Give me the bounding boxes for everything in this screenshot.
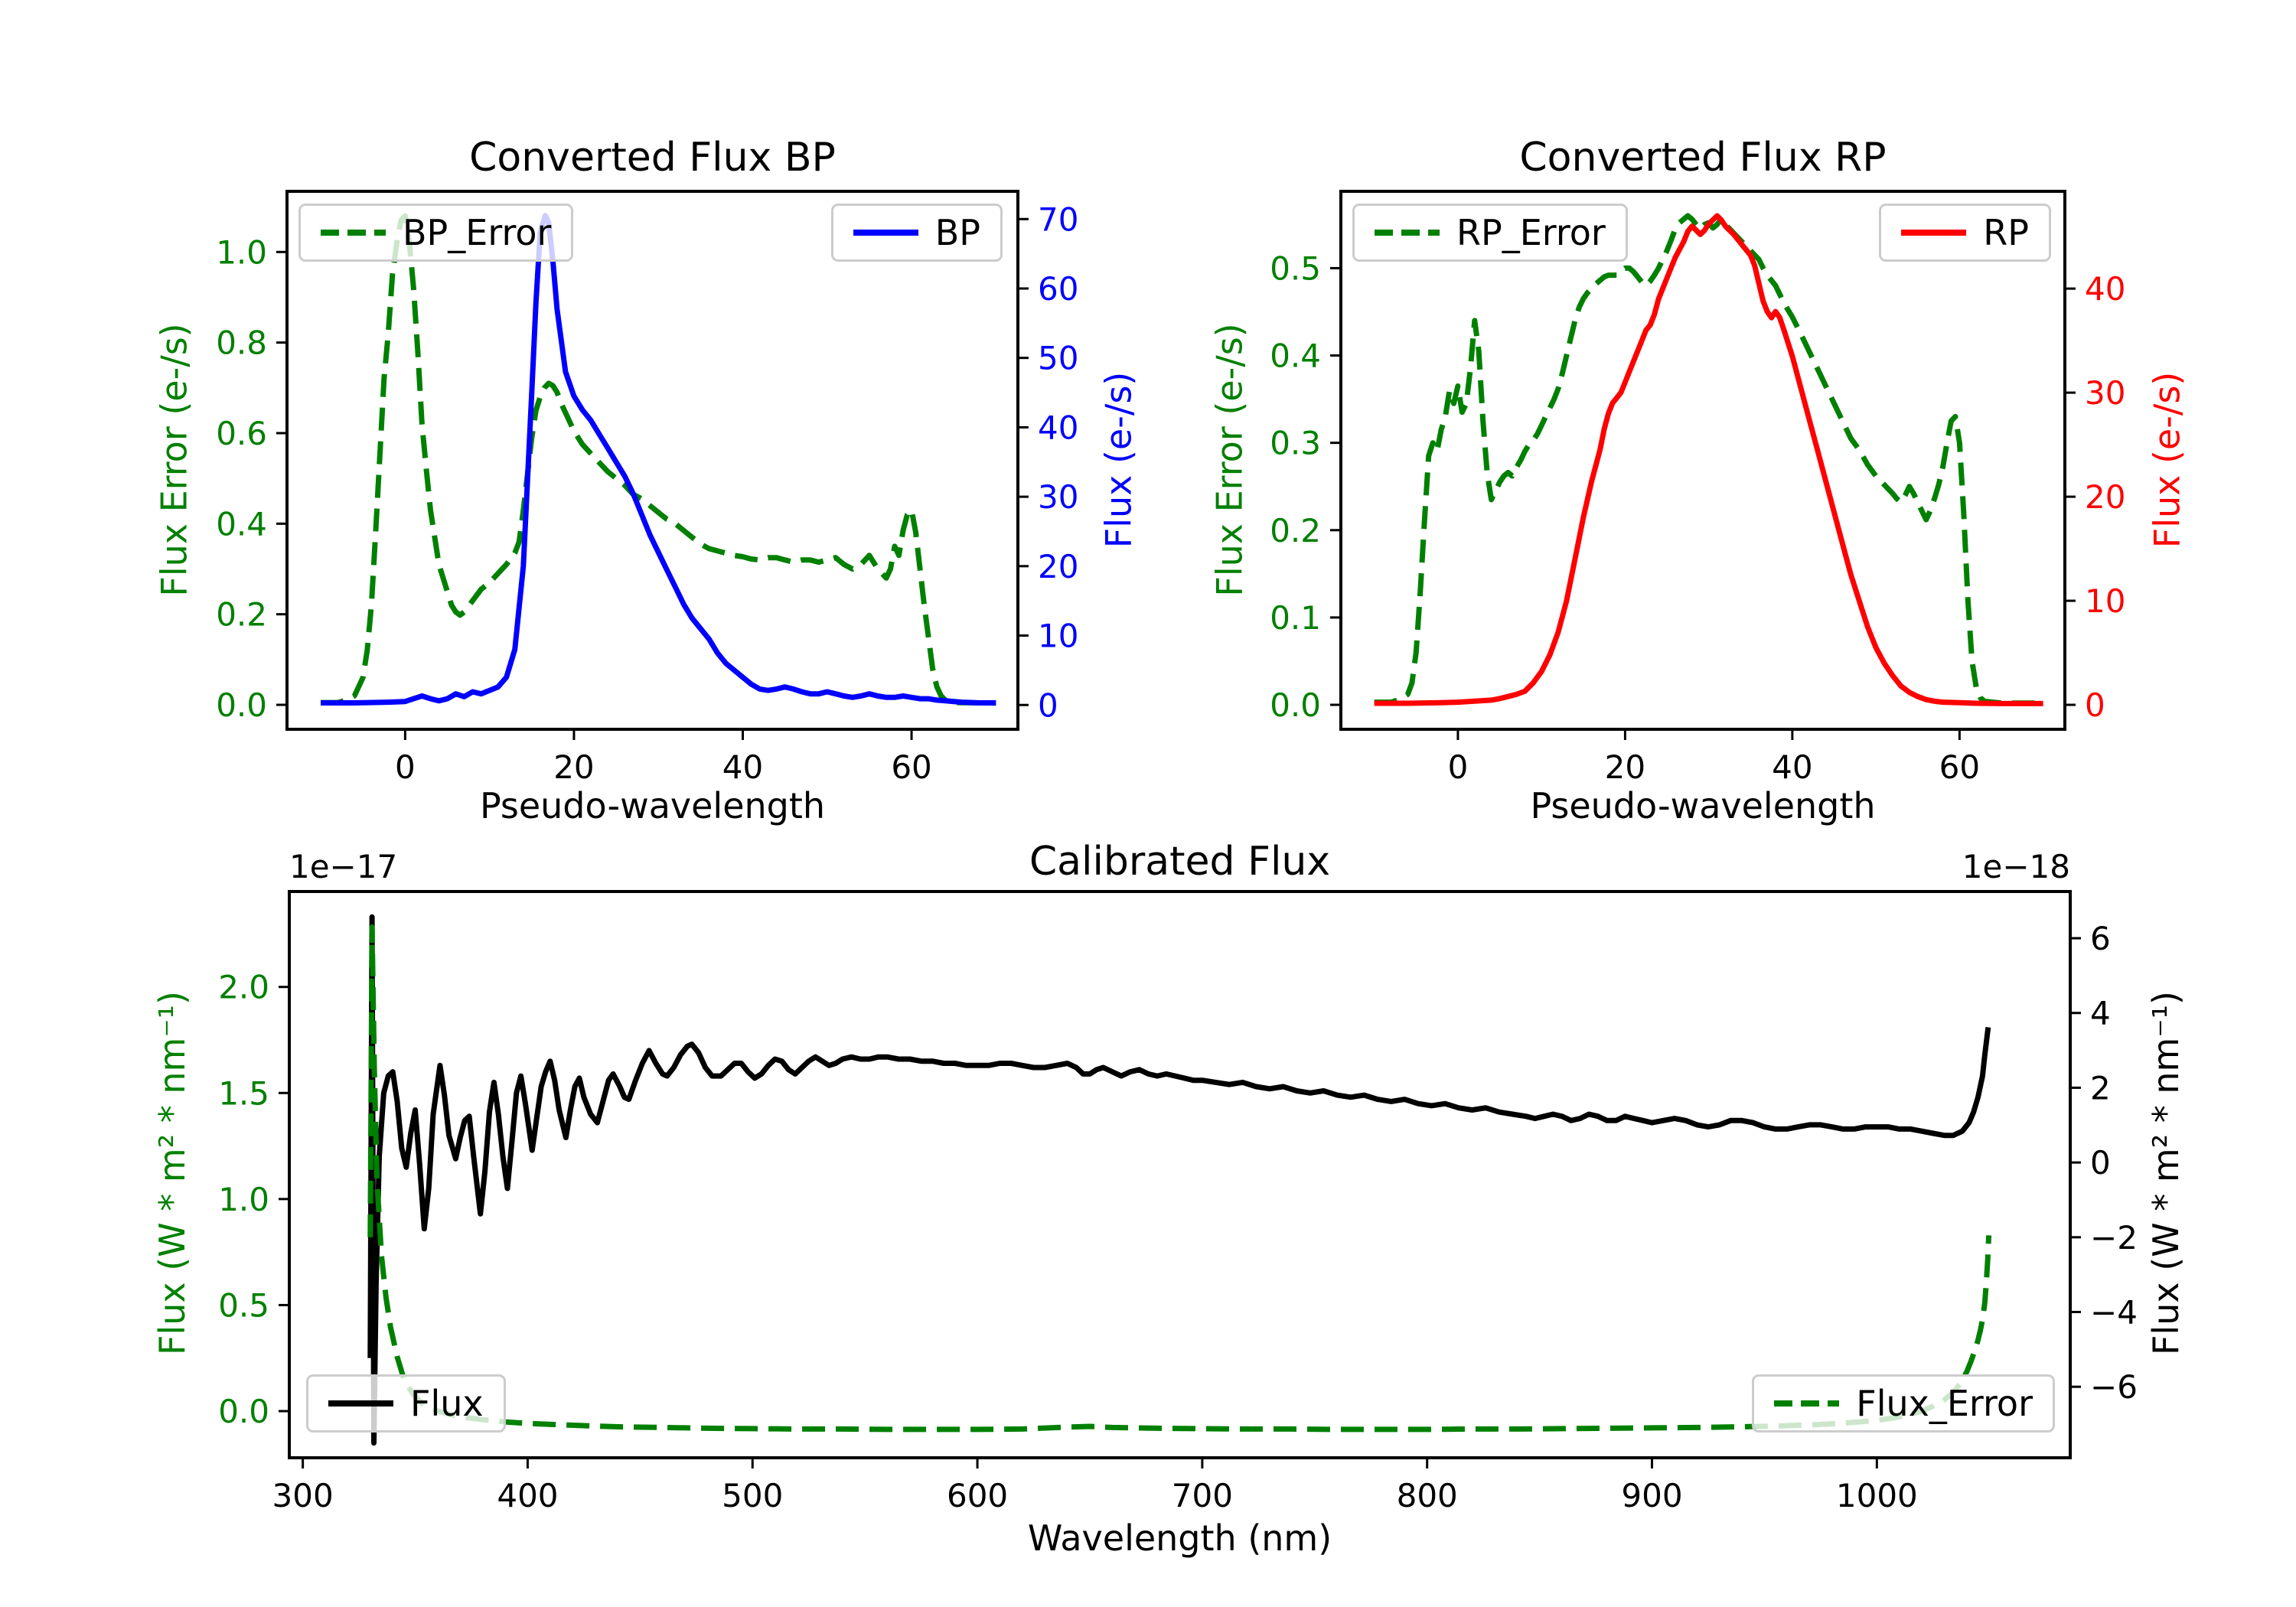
y-tick-label: 0.5 <box>1270 249 1321 287</box>
subplot-rp-ylabel-left: Flux Error (e-/s) <box>1208 323 1251 597</box>
legend-flux-error-label: Flux_Error <box>1856 1383 2033 1424</box>
legend-rp-error-label: RP_Error <box>1456 212 1606 253</box>
legend-bp-error-label: BP_Error <box>403 212 552 253</box>
x-tick-label: 400 <box>497 1477 558 1514</box>
series-RP <box>1374 213 2043 706</box>
y-tick-label: −2 <box>2090 1219 2138 1257</box>
y-tick-label: 10 <box>1038 618 1078 655</box>
subplot-bp-ylabel-right: Flux (e-/s) <box>1097 371 1140 549</box>
legend-rp: RP <box>1879 204 2051 262</box>
axes-spines <box>1339 190 2066 731</box>
subplot-rp-title: Converted Flux RP <box>1519 135 1887 181</box>
rp-error-line-sample-icon <box>1375 230 1440 236</box>
flux-error-line-sample-icon <box>1774 1400 1840 1407</box>
y-tick-label: 0.2 <box>216 596 267 634</box>
y-tick-label: 0 <box>2090 1144 2111 1182</box>
y-tick-label: −6 <box>2090 1368 2138 1406</box>
axes-spines <box>288 890 2072 1459</box>
y-tick-label: 30 <box>1038 478 1078 516</box>
subplot-bp-xlabel: Pseudo-wavelength <box>479 785 826 826</box>
y-tick-label: 30 <box>2085 374 2125 412</box>
y-tick-label: 0.0 <box>216 686 267 724</box>
bp-line-sample-icon <box>853 230 918 236</box>
series-BP <box>321 213 996 706</box>
subplot-calibrated-ylabel-right: Flux (W * m² * nm⁻¹) <box>2145 990 2187 1356</box>
y-tick-label: 0.4 <box>1270 337 1321 375</box>
legend-flux-label: Flux <box>410 1383 484 1424</box>
series-RP_Error <box>1374 213 2043 706</box>
y-tick-label: 0.4 <box>216 505 267 543</box>
x-tick-label: 1000 <box>1836 1477 1918 1514</box>
subplot-calibrated-xlabel: Wavelength (nm) <box>1027 1517 1332 1559</box>
y-tick-label: 50 <box>1038 340 1078 377</box>
y-tick-label: 1.0 <box>218 1181 269 1218</box>
x-tick-label: 0 <box>395 748 416 786</box>
offset-text-right: 1e−18 <box>1962 848 2070 885</box>
subplot-calibrated-title: Calibrated Flux <box>1029 839 1331 885</box>
y-tick-label: 1.0 <box>216 233 267 271</box>
legend-flux: Flux <box>306 1374 506 1433</box>
y-tick-label: 40 <box>1038 409 1078 446</box>
y-tick-label: 0.6 <box>216 415 267 452</box>
legend-bp-error: BP_Error <box>298 204 574 262</box>
x-tick-label: 300 <box>272 1477 334 1514</box>
x-tick-label: 20 <box>553 748 594 786</box>
subplot-rp-ylabel-right: Flux (e-/s) <box>2146 371 2188 549</box>
y-tick-label: 70 <box>1038 200 1078 238</box>
x-tick-label: 20 <box>1605 748 1645 786</box>
y-tick-label: 40 <box>2085 270 2125 308</box>
rp-line-sample-icon <box>1901 230 1967 236</box>
x-tick-label: 0 <box>1448 748 1469 786</box>
y-tick-label: 20 <box>1038 548 1078 585</box>
flux-line-sample-icon <box>328 1400 393 1407</box>
y-tick-label: 0.0 <box>1270 686 1321 724</box>
y-tick-label: 2.0 <box>218 969 269 1006</box>
x-tick-label: 600 <box>947 1477 1008 1514</box>
subplot-calibrated-ylabel-left: Flux (W * m² * nm⁻¹) <box>152 990 193 1356</box>
series-BP_Error <box>321 213 996 706</box>
subplot-rp-xlabel: Pseudo-wavelength <box>1530 785 1876 826</box>
x-tick-label: 60 <box>1939 748 1980 786</box>
legend-rp-error: RP_Error <box>1352 204 1628 262</box>
subplot-bp-title: Converted Flux BP <box>469 135 836 181</box>
y-tick-label: 0.3 <box>1270 425 1321 462</box>
x-tick-label: 60 <box>891 748 931 786</box>
y-tick-label: 0.8 <box>216 324 267 362</box>
legend-bp-label: BP <box>934 212 980 253</box>
legend-bp: BP <box>830 204 1003 262</box>
y-tick-label: 0 <box>1038 686 1058 724</box>
legend-rp-label: RP <box>1983 212 2029 253</box>
series-Flux <box>367 914 1991 1446</box>
y-tick-label: 60 <box>1038 270 1078 308</box>
x-tick-label: 40 <box>722 748 763 786</box>
subplot-bp-ylabel-left: Flux Error (e-/s) <box>153 323 195 597</box>
y-tick-label: 6 <box>2090 920 2111 957</box>
offset-text-left: 1e−17 <box>289 848 398 885</box>
y-tick-label: 1.5 <box>218 1074 269 1112</box>
y-tick-label: 0.1 <box>1270 599 1321 637</box>
y-tick-label: 0 <box>2085 686 2105 724</box>
x-tick-label: 700 <box>1172 1477 1233 1514</box>
x-tick-label: 800 <box>1397 1477 1458 1514</box>
y-tick-label: 10 <box>2085 582 2125 620</box>
y-tick-label: 0.2 <box>1270 512 1321 549</box>
bp-error-line-sample-icon <box>321 230 386 236</box>
y-tick-label: −4 <box>2090 1294 2138 1332</box>
y-tick-label: 0.5 <box>218 1286 269 1324</box>
y-tick-label: 4 <box>2090 995 2111 1032</box>
y-tick-label: 0.0 <box>218 1393 269 1430</box>
legend-flux-error: Flux_Error <box>1752 1374 2055 1433</box>
x-tick-label: 500 <box>722 1477 783 1514</box>
y-tick-label: 20 <box>2085 478 2125 516</box>
series-Flux_Error <box>367 924 1992 1433</box>
x-tick-label: 40 <box>1772 748 1812 786</box>
x-tick-label: 900 <box>1621 1477 1682 1514</box>
axes-spines <box>285 190 1019 731</box>
y-tick-label: 2 <box>2090 1069 2111 1107</box>
